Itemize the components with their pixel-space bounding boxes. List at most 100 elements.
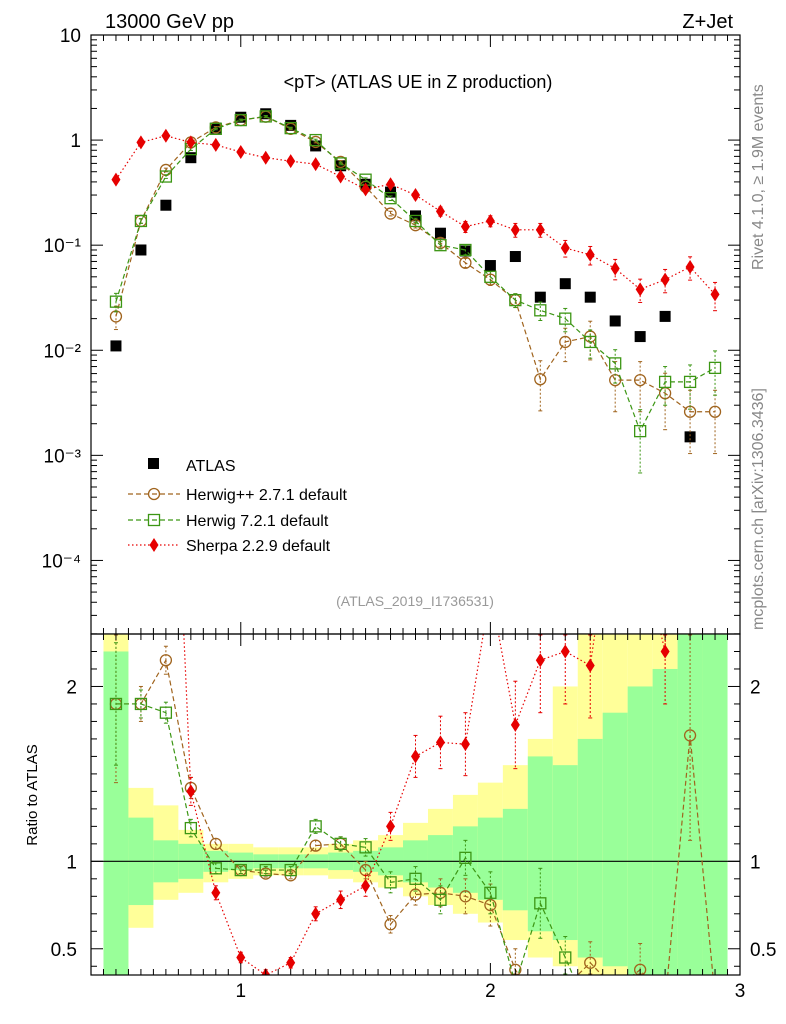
header-left: 13000 GeV pp xyxy=(105,11,234,33)
ratio-point-sherpa xyxy=(435,735,445,750)
ratio-point-sherpa xyxy=(660,644,670,659)
legend-entry-herwig7: Herwig 7.2.1 default xyxy=(128,513,329,530)
ytick-label: 1 xyxy=(70,131,81,152)
point-atlas xyxy=(609,315,621,327)
ratio-point-herwig7 xyxy=(559,951,572,964)
point-herwig7 xyxy=(534,304,547,317)
point-sherpa xyxy=(485,213,495,228)
ratio-point-sherpa xyxy=(560,644,570,659)
point-herwig7 xyxy=(683,375,697,389)
band-inner-bin xyxy=(602,712,628,967)
point-herwig7 xyxy=(459,243,472,257)
ratio-point-herwig7 xyxy=(484,886,497,899)
point-herwig7 xyxy=(609,357,622,370)
ratio-point-herwigpp xyxy=(409,888,422,901)
band-inner-bin xyxy=(502,808,528,911)
legend-marker-sherpa xyxy=(149,538,159,552)
point-atlas xyxy=(659,310,671,322)
ytick-label: 10⁻² xyxy=(44,341,82,362)
point-sherpa xyxy=(585,247,595,262)
band-inner-bin xyxy=(702,634,728,975)
point-herwig7 xyxy=(509,293,522,307)
main-panel: 10 1 10⁻¹ 10⁻² 10⁻³ 10⁻⁴ xyxy=(42,26,741,635)
ratio-yaxis: 0.5 0.5 1 1 2 2 xyxy=(51,650,776,967)
point-herwig7 xyxy=(234,113,247,127)
point-herwig7 xyxy=(159,170,173,183)
point-herwig7 xyxy=(559,312,572,325)
point-sherpa xyxy=(236,145,246,160)
ratio-point-sherpa xyxy=(535,653,545,668)
ratio-point-sherpa xyxy=(286,955,296,970)
point-herwigpp xyxy=(534,373,547,386)
point-sherpa xyxy=(411,188,420,203)
band-inner-bin xyxy=(477,817,503,900)
ratio-point-herwigpp xyxy=(584,956,597,969)
point-sherpa xyxy=(510,222,520,237)
series-herwig7 xyxy=(109,110,722,474)
xtick-label: 2 xyxy=(485,981,496,1002)
point-atlas xyxy=(434,227,446,239)
ratio-point-herwig7 xyxy=(334,837,347,850)
ratio-point-sherpa xyxy=(336,892,346,907)
band-inner-bin xyxy=(552,765,578,941)
point-herwig7 xyxy=(259,110,272,123)
line-herwigpp xyxy=(115,116,716,413)
ratio-point-sherpa xyxy=(510,717,520,732)
ytick-label: 10 xyxy=(60,26,81,47)
point-sherpa xyxy=(560,240,570,255)
ratio-ytick-label-left: 0.5 xyxy=(51,940,77,961)
legend-label-herwig7: Herwig 7.2.1 default xyxy=(186,513,329,530)
point-sherpa xyxy=(386,177,396,192)
ratio-point-herwig7 xyxy=(134,697,148,711)
point-herwig7 xyxy=(708,361,722,375)
header-right: Z+Jet xyxy=(682,11,733,33)
legend-marker-herwig7 xyxy=(147,513,161,527)
ratio-panel: 0.5 0.5 1 1 2 2 1 2 3 xyxy=(51,35,776,1002)
ratio-point-sherpa xyxy=(236,950,246,965)
ratio-point-sherpa xyxy=(386,819,396,834)
ratio-point-herwig7 xyxy=(384,876,397,889)
legend-marker-herwigpp xyxy=(147,487,161,501)
point-atlas xyxy=(285,119,297,131)
ratio-point-herwig7 xyxy=(534,897,547,910)
xtick-label: 3 xyxy=(735,981,746,1002)
point-herwig7 xyxy=(209,122,222,135)
ratio-point-sherpa xyxy=(186,784,196,799)
legend-label-atlas: ATLAS xyxy=(186,458,236,475)
ratio-point-sherpa xyxy=(211,885,221,900)
point-herwig7 xyxy=(434,239,447,252)
ratio-point-herwig7 xyxy=(434,893,447,906)
point-atlas xyxy=(110,340,122,352)
point-atlas xyxy=(160,199,172,211)
point-herwig7 xyxy=(384,192,397,205)
ratio-point-herwig7 xyxy=(259,863,272,877)
point-herwig7 xyxy=(284,121,297,135)
point-sherpa xyxy=(685,259,695,274)
point-atlas xyxy=(235,111,247,123)
ratio-ytick-label-left: 2 xyxy=(66,677,77,698)
ratio-point-herwig7 xyxy=(409,872,422,885)
ratio-point-sherpa xyxy=(411,749,420,764)
ratio-bands xyxy=(103,634,728,975)
ratio-point-herwig7 xyxy=(459,851,472,864)
ratio-point-herwig7 xyxy=(109,697,123,711)
point-sherpa xyxy=(136,135,146,150)
ratio-point-sherpa xyxy=(460,737,470,752)
legend-label-sherpa: Sherpa 2.2.9 default xyxy=(186,538,331,555)
main-title: <pT> (ATLAS UE in Z production) xyxy=(284,72,553,92)
mcplots-label: mcplots.cern.ch [arXiv:1306.3436] xyxy=(750,388,767,630)
point-sherpa xyxy=(435,204,445,219)
xaxis: 1 2 3 xyxy=(102,35,746,1002)
point-sherpa xyxy=(710,287,720,302)
ratio-ytick-label-right: 0.5 xyxy=(750,940,776,961)
point-atlas xyxy=(584,291,596,303)
band-inner-bin xyxy=(103,651,129,975)
ratio-point-herwigpp xyxy=(509,963,522,975)
band-inner-bin xyxy=(627,686,653,975)
point-atlas xyxy=(185,152,197,164)
xtick-label: 1 xyxy=(235,981,246,1002)
ytick-label: 10⁻¹ xyxy=(44,236,82,257)
ratio-ylabel: Ratio to ATLAS xyxy=(24,744,41,845)
point-herwigpp xyxy=(459,256,472,269)
point-sherpa xyxy=(336,169,346,184)
